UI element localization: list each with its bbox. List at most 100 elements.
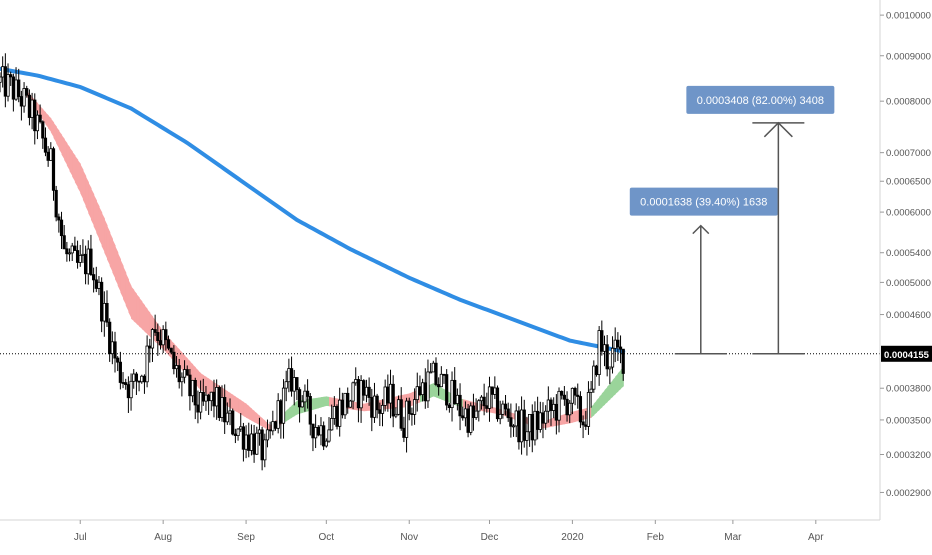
ribbon-segment-bear <box>50 118 55 138</box>
candle-body <box>386 386 390 404</box>
candle-body <box>407 400 411 414</box>
candle-body <box>241 426 246 450</box>
candle-body <box>592 365 596 390</box>
candle-body <box>442 373 446 376</box>
candle-body <box>92 274 96 281</box>
candle <box>116 356 120 372</box>
candle-body <box>338 399 342 427</box>
candle-body <box>33 99 37 132</box>
candle-body <box>586 392 591 427</box>
candle-body <box>252 433 256 455</box>
ribbon-segment-bull <box>593 400 598 416</box>
candle-body <box>327 429 331 442</box>
candle <box>562 386 566 406</box>
candle-body <box>94 279 98 289</box>
candle <box>65 241 69 262</box>
candle-body <box>471 405 476 419</box>
candle-body <box>618 346 623 350</box>
ribbon-segment-bear <box>572 410 576 423</box>
candle <box>600 320 604 356</box>
candle-body <box>343 392 347 416</box>
projection-2[interactable]: 0.0003408 (82.00%) 3408 <box>686 85 835 355</box>
candle-body <box>332 406 336 419</box>
candle <box>108 318 112 362</box>
ribbon-segment-bear <box>80 163 84 200</box>
ribbon-segment-bull <box>315 397 319 409</box>
y-tick-label: 0.0003200 <box>886 450 931 461</box>
ribbon-segment-bull <box>604 386 608 405</box>
candle-body <box>148 345 152 349</box>
candle-body <box>573 387 577 396</box>
x-tick-label: Aug <box>154 532 172 543</box>
candle <box>495 385 500 422</box>
candle-body <box>247 434 251 451</box>
candle-body <box>576 394 580 397</box>
candle-body <box>487 386 492 409</box>
candle-body <box>177 365 181 383</box>
candle-body <box>295 377 299 390</box>
candle-body <box>536 410 540 430</box>
candle <box>586 381 591 435</box>
candle-body <box>602 344 607 352</box>
projection-label: 0.0003408 (82.00%) 3408 <box>697 95 824 107</box>
candle-body <box>228 410 232 414</box>
x-tick-label: Jul <box>74 532 87 543</box>
candle-body <box>493 387 497 395</box>
candle-body <box>273 421 278 429</box>
time-axis[interactable]: Jul Aug Sep Oct Nov Dec 2020 Feb Mar Apr <box>74 520 824 543</box>
ribbon-segment-bear <box>328 396 333 407</box>
candle-body <box>568 402 572 416</box>
candle-body <box>188 374 192 397</box>
candle <box>407 397 411 421</box>
candle <box>589 380 593 408</box>
ribbon-segment-bear <box>238 398 242 415</box>
ribbon-segment-bear <box>123 265 127 306</box>
candle-body <box>174 365 179 370</box>
candle-body <box>199 391 203 413</box>
candle-body <box>538 412 542 430</box>
candle-body <box>600 330 604 352</box>
candle <box>145 335 149 388</box>
candle-body <box>479 396 484 402</box>
x-tick-label: Apr <box>808 532 824 543</box>
candle <box>263 433 267 468</box>
ribbon-segment-bear <box>254 410 258 424</box>
ribbon-segment-bear <box>575 410 579 422</box>
ribbon-segment-bull <box>438 386 442 400</box>
candle <box>594 364 599 377</box>
ribbon-segment-bear <box>93 194 97 233</box>
candle <box>399 387 403 431</box>
candle-body <box>418 386 422 396</box>
ribbon-segment-bull <box>291 403 295 418</box>
candle-body <box>514 410 518 427</box>
candle-body <box>525 431 529 441</box>
candle-body <box>46 151 50 161</box>
candle <box>225 402 229 425</box>
ribbon-segment-bear <box>232 394 236 412</box>
candle <box>469 402 473 436</box>
candle-body <box>300 401 304 408</box>
candle-body <box>549 399 553 411</box>
candle-body <box>375 395 379 411</box>
ribbon-segment-bull <box>294 400 298 417</box>
ribbon-segment-bear <box>248 406 253 421</box>
ribbon-segment-bear <box>109 232 113 273</box>
candle-body <box>605 344 609 370</box>
candle <box>129 373 133 411</box>
y-tick-label: 0.0005400 <box>886 248 931 259</box>
ribbon-segment-bear <box>56 126 60 149</box>
ribbon-segment-bull <box>433 383 437 398</box>
candle-body <box>621 348 625 374</box>
candle-body <box>100 281 104 322</box>
projection-1[interactable]: 0.0001638 (39.40%) 1638 <box>629 187 778 355</box>
candle-body <box>19 96 23 107</box>
candle <box>367 377 371 406</box>
candle-body <box>340 399 344 416</box>
price-axis[interactable]: 0.0010000 0.0009000 0.0008000 0.0007000 0.00… <box>880 11 931 499</box>
candle-body <box>503 403 508 410</box>
candle-body <box>236 428 240 437</box>
candle-body <box>67 252 72 255</box>
candle <box>199 380 203 420</box>
